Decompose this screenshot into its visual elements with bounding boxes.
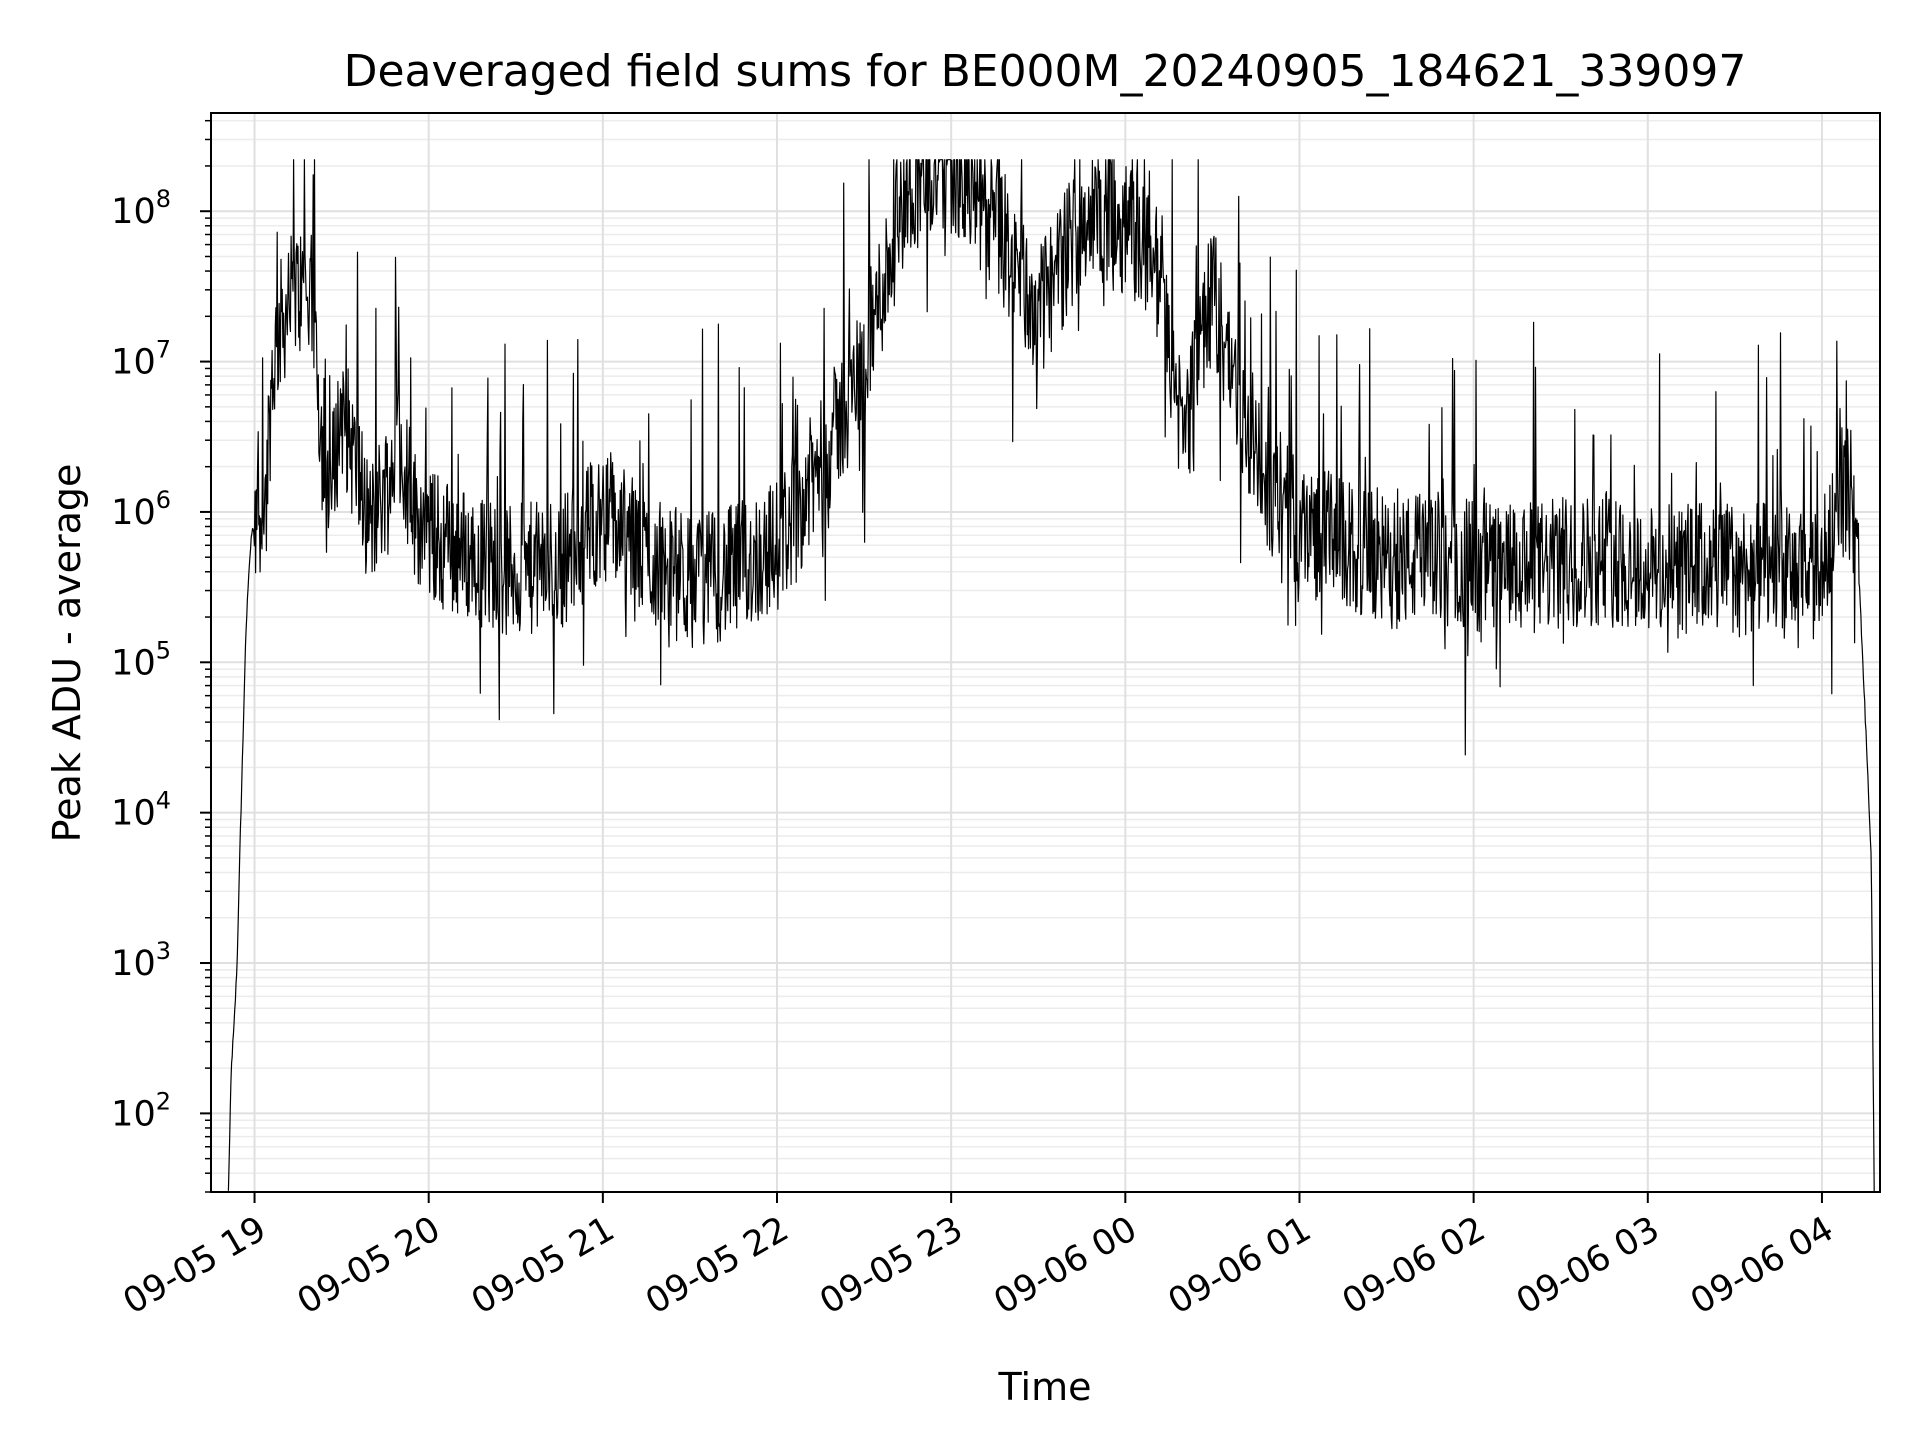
y-axis-label: Peak ADU - average [45, 464, 89, 843]
chart-title: Deaveraged field sums for BE000M_2024090… [344, 46, 1747, 97]
y-tick-label: 107 [111, 336, 171, 383]
x-axis-label: Time [998, 1365, 1092, 1409]
y-tick-label: 105 [111, 636, 171, 683]
y-tick-label: 108 [111, 185, 171, 232]
y-tick-label: 104 [111, 787, 171, 834]
y-tick-label: 106 [111, 486, 171, 533]
series-line [227, 159, 1875, 1193]
y-tick-label: 103 [111, 937, 171, 984]
y-tick-label: 102 [111, 1087, 171, 1134]
plot-frame [210, 112, 1881, 1193]
series-layer [227, 159, 1875, 1193]
